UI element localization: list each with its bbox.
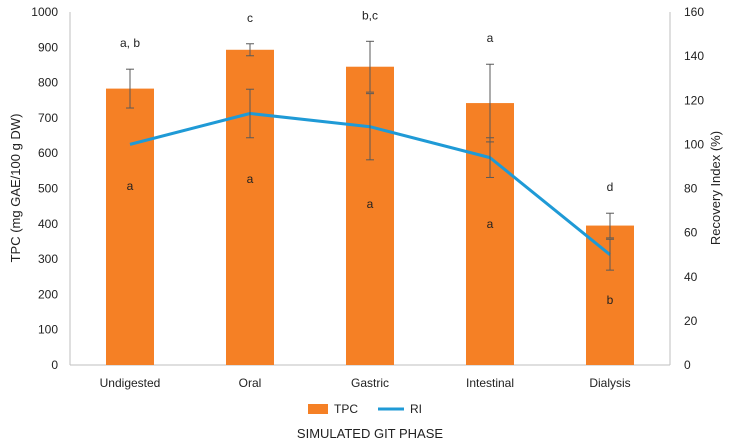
y-tick-label: 700 <box>38 111 58 125</box>
plot-area: 0 100 200 300 400 500 600 700 800 900 1000 0 20 40 60 8… <box>31 5 704 390</box>
y-tick-label: 100 <box>38 323 58 337</box>
y-tick-label: 0 <box>51 358 58 372</box>
y-tick-label: 600 <box>38 146 58 160</box>
x-tick-label: Intestinal <box>466 376 514 390</box>
bar <box>106 88 154 365</box>
y-tick-label: 400 <box>38 217 58 231</box>
x-tick-label: Dialysis <box>589 376 630 390</box>
legend-swatch-tpc <box>308 404 328 414</box>
x-tick-label: Oral <box>239 376 262 390</box>
x-tick-label: Gastric <box>351 376 389 390</box>
y2-tick-label: 100 <box>684 137 704 151</box>
y2-tick-label: 60 <box>684 226 698 240</box>
ri-annotation: a <box>247 172 254 186</box>
bar-annotation: c <box>247 11 253 25</box>
y-tick-label: 500 <box>38 182 58 196</box>
ri-annotation: a <box>367 197 374 211</box>
y2-tick-label: 120 <box>684 93 704 107</box>
y2-tick-label: 80 <box>684 182 698 196</box>
y2-tick-label: 140 <box>684 49 704 63</box>
bar-annotation: d <box>607 180 614 194</box>
y2-tick-label: 20 <box>684 314 698 328</box>
y-tick-label: 800 <box>38 76 58 90</box>
y2-tick-label: 40 <box>684 270 698 284</box>
y-tick-label: 1000 <box>31 5 58 19</box>
y-tick-label: 200 <box>38 287 58 301</box>
bar-annotation: a, b <box>120 36 140 50</box>
y-tick-label: 900 <box>38 40 58 54</box>
bar-annotation: a <box>487 31 494 45</box>
y2-tick-label: 160 <box>684 5 704 19</box>
legend-label-tpc: TPC <box>334 402 358 416</box>
y-tick-label: 300 <box>38 252 58 266</box>
x-axis-title: SIMULATED GIT PHASE <box>297 426 443 441</box>
ri-annotation: b <box>607 293 614 307</box>
y2-tick-label: 0 <box>684 358 691 372</box>
legend-label-ri: RI <box>410 402 422 416</box>
legend: TPC RI <box>308 402 422 416</box>
x-tick-label: Undigested <box>100 376 161 390</box>
y2-axis-title: Recovery Index (%) <box>708 131 723 245</box>
ri-annotation: a <box>487 217 494 231</box>
ri-annotation: a <box>127 179 134 193</box>
bar-annotation: b,c <box>362 8 378 22</box>
y-axis-title: TPC (mg GAE/100 g DW) <box>8 114 23 263</box>
